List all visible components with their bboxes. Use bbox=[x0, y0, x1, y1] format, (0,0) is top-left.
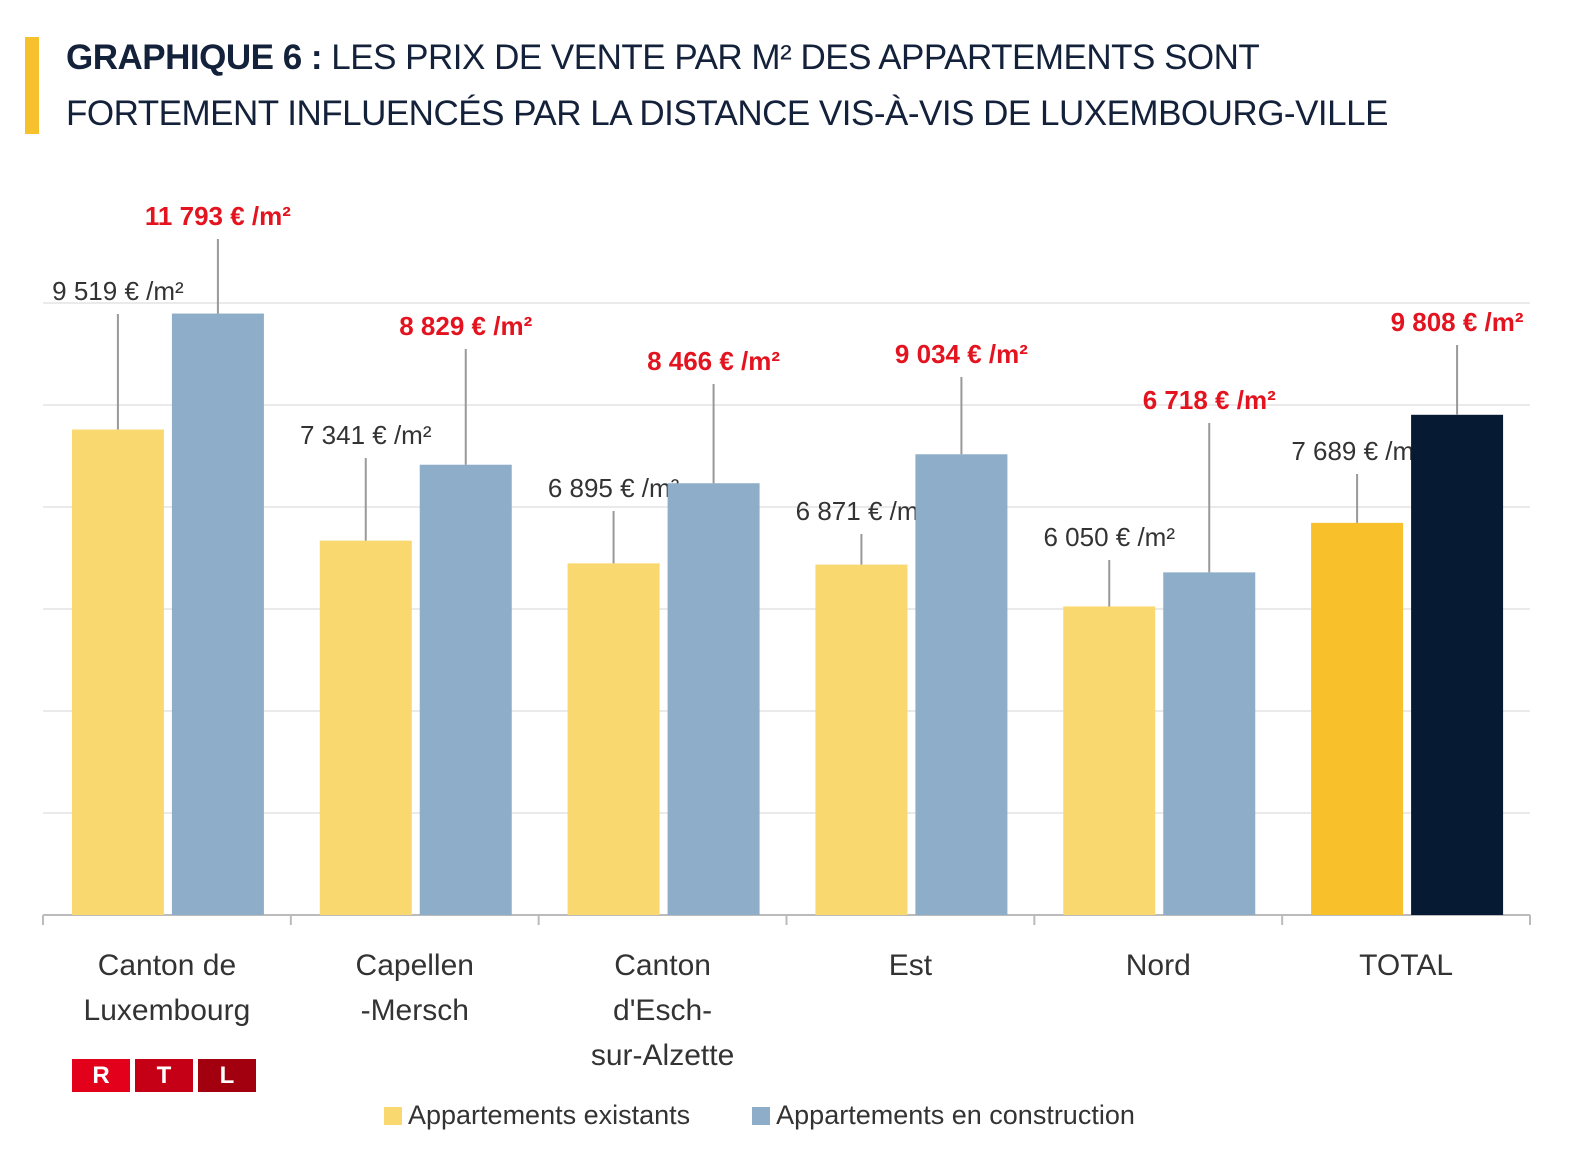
chart-title-line-1: GRAPHIQUE 6 : LES PRIX DE VENTE PAR M² D… bbox=[66, 38, 1260, 78]
data-label: 8 829 € /m² bbox=[399, 311, 532, 341]
bar-construction bbox=[667, 483, 760, 915]
data-label: 9 519 € /m² bbox=[52, 276, 184, 306]
rtl-logo-letter: L bbox=[198, 1059, 256, 1092]
data-label: 11 793 € /m² bbox=[145, 201, 291, 231]
data-label: 6 718 € /m² bbox=[1143, 385, 1276, 415]
data-label: 8 466 € /m² bbox=[647, 346, 780, 376]
x-tick-label: -Mersch bbox=[361, 994, 469, 1027]
x-tick-label: Capellen bbox=[356, 949, 474, 982]
data-label: 6 871 € /m² bbox=[796, 496, 928, 526]
x-tick-label: Luxembourg bbox=[84, 994, 251, 1027]
chart-title-bold: GRAPHIQUE 6 : bbox=[66, 38, 323, 77]
x-tick-label: Nord bbox=[1126, 949, 1191, 982]
bar-existants bbox=[1063, 606, 1156, 915]
data-label: 9 808 € /m² bbox=[1391, 307, 1524, 337]
legend-swatch-existants bbox=[384, 1106, 402, 1125]
chart-title-text: LES PRIX DE VENTE PAR M² DES APPARTEMENT… bbox=[322, 38, 1260, 77]
bar-construction bbox=[915, 454, 1008, 915]
title-accent-bar bbox=[25, 37, 39, 134]
data-label: 6 895 € /m² bbox=[548, 473, 680, 503]
bar-existants bbox=[1311, 522, 1404, 915]
data-label: 9 034 € /m² bbox=[895, 339, 1028, 369]
data-label: 6 050 € /m² bbox=[1043, 522, 1175, 552]
bar-existants bbox=[567, 563, 660, 915]
bar-construction bbox=[419, 464, 512, 915]
x-tick-label: sur-Alzette bbox=[591, 1039, 734, 1072]
rtl-logo-letter: T bbox=[135, 1059, 193, 1092]
x-tick-label: Canton bbox=[614, 949, 711, 982]
legend-label-existants: Appartements existants bbox=[408, 1100, 691, 1130]
rtl-logo-letter: R bbox=[72, 1059, 130, 1092]
chart-title-line-2: FORTEMENT INFLUENCÉS PAR LA DISTANCE VIS… bbox=[66, 94, 1388, 133]
x-tick-label: Canton de bbox=[98, 949, 236, 982]
bar-existants bbox=[319, 540, 412, 915]
legend-item-existants: Appartements existants bbox=[384, 1100, 690, 1131]
x-tick-label: Est bbox=[889, 949, 933, 982]
legend-swatch-construction bbox=[752, 1106, 771, 1125]
bar-construction bbox=[1163, 572, 1256, 915]
legend-item-construction: Appartements en construction bbox=[752, 1100, 1135, 1131]
bar-construction bbox=[171, 313, 264, 915]
bar-existants bbox=[815, 564, 908, 915]
bar-existants bbox=[71, 429, 164, 915]
x-tick-label: TOTAL bbox=[1359, 949, 1453, 982]
data-label: 7 689 € /m² bbox=[1291, 436, 1423, 466]
x-tick-label: d'Esch- bbox=[613, 994, 712, 1027]
legend-label-construction: Appartements en construction bbox=[776, 1100, 1135, 1130]
bar-construction bbox=[1411, 414, 1504, 915]
legend: Appartements existants Appartements en c… bbox=[384, 1100, 1135, 1131]
data-label: 7 341 € /m² bbox=[300, 420, 432, 450]
